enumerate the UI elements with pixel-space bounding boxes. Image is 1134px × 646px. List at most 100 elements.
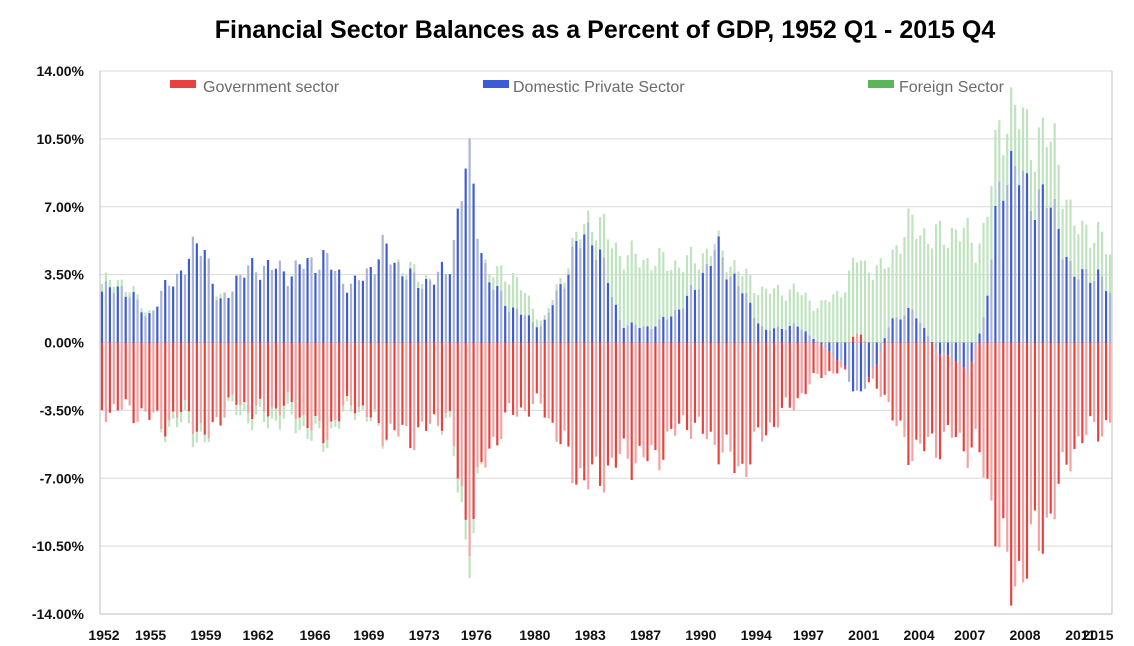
foreign-sector-bar — [1014, 105, 1017, 166]
foreign-sector-bar — [618, 256, 621, 320]
government-sector-bar — [717, 342, 720, 465]
government-sector-bar — [187, 342, 191, 412]
x-tick-label: 1966 — [299, 627, 330, 643]
foreign-sector-bar — [247, 412, 250, 424]
domestic-private-sector-bar — [682, 308, 685, 343]
domestic-private-sector-bar — [840, 342, 843, 361]
government-sector-bar — [587, 342, 590, 490]
domestic-private-sector-bar — [796, 326, 799, 343]
y-tick-label: -7.00% — [40, 470, 85, 486]
domestic-private-sector-bar — [140, 312, 143, 343]
bars-layer — [100, 87, 1112, 606]
domestic-private-sector-bar — [314, 272, 317, 343]
domestic-private-sector-bar — [405, 279, 408, 343]
government-sector-bar — [749, 342, 752, 465]
domestic-private-sector-bar — [737, 285, 740, 343]
government-sector-bar — [357, 342, 361, 408]
domestic-private-sector-bar — [203, 249, 206, 343]
domestic-private-sector-bar — [389, 264, 392, 343]
domestic-private-sector-bar — [373, 274, 376, 343]
government-sector-bar — [693, 342, 697, 423]
foreign-sector-bar — [721, 250, 724, 258]
foreign-sector-bar — [765, 288, 768, 330]
foreign-sector-bar — [314, 416, 317, 424]
government-sector-bar — [389, 342, 392, 424]
government-sector-bar — [575, 342, 578, 485]
foreign-sector-bar — [994, 129, 997, 207]
government-sector-bar — [531, 342, 534, 405]
government-sector-bar — [393, 342, 396, 431]
government-sector-bar — [330, 342, 333, 422]
government-sector-bar — [523, 342, 527, 412]
foreign-sector-bar — [1021, 107, 1025, 171]
domestic-private-sector-bar — [334, 270, 337, 343]
government-sector-bar — [381, 342, 384, 447]
government-sector-bar — [966, 373, 969, 468]
domestic-private-sector-bar — [1077, 279, 1080, 343]
government-sector-bar — [436, 342, 440, 425]
foreign-sector-bar — [259, 398, 262, 407]
foreign-sector-bar — [302, 415, 305, 426]
government-sector-bar — [974, 346, 977, 429]
government-sector-bar — [365, 342, 368, 418]
foreign-sector-bar — [496, 266, 499, 287]
government-sector-bar — [1037, 342, 1040, 551]
domestic-private-sector-bar — [1021, 170, 1025, 343]
foreign-sector-bar — [757, 295, 760, 324]
domestic-private-sector-bar — [429, 280, 432, 343]
government-sector-bar — [899, 342, 902, 421]
domestic-private-sector-bar — [776, 326, 780, 343]
foreign-sector-bar — [1029, 160, 1033, 211]
domestic-private-sector-bar — [432, 284, 436, 343]
foreign-sector-bar — [685, 255, 689, 296]
domestic-private-sector-bar — [496, 286, 499, 343]
domestic-private-sector-bar — [112, 292, 115, 343]
foreign-sector-bar — [1006, 133, 1009, 185]
y-tick-label: 14.00% — [37, 63, 85, 79]
government-sector-bar — [954, 361, 957, 438]
government-sector-bar — [1021, 342, 1025, 583]
foreign-sector-bar — [579, 239, 582, 249]
domestic-private-sector-bar — [1045, 208, 1048, 343]
foreign-sector-bar — [954, 229, 957, 343]
x-tick-label: 1959 — [190, 627, 221, 643]
foreign-sector-bar — [523, 293, 527, 316]
foreign-sector-bar — [1037, 127, 1040, 190]
foreign-sector-bar — [318, 421, 321, 429]
foreign-sector-bar — [907, 208, 910, 308]
foreign-sector-bar — [966, 217, 969, 343]
foreign-sector-bar — [927, 243, 930, 336]
government-sector-bar — [1073, 342, 1076, 450]
government-sector-bar — [219, 342, 222, 426]
foreign-sector-bar — [436, 424, 440, 427]
domestic-private-sector-bar — [255, 272, 258, 343]
domestic-private-sector-bar — [179, 270, 183, 343]
foreign-sector-bar — [737, 271, 740, 286]
foreign-sector-bar — [1053, 123, 1056, 199]
domestic-private-sector-bar — [464, 168, 467, 343]
x-tick-label: 2011 — [1065, 627, 1096, 643]
government-sector-bar — [353, 342, 357, 414]
government-sector-bar — [460, 342, 463, 487]
government-sector-bar — [674, 342, 677, 436]
domestic-private-sector-bar — [836, 342, 839, 361]
government-sector-bar — [828, 351, 831, 372]
legend-swatch-foreign-sector — [868, 80, 894, 88]
foreign-sector-bar — [753, 292, 756, 318]
foreign-sector-bar — [397, 259, 400, 262]
government-sector-bar — [986, 342, 989, 479]
foreign-sector-bar — [547, 307, 550, 313]
government-sector-bar — [583, 342, 586, 481]
government-sector-bar — [397, 342, 400, 437]
domestic-private-sector-bar — [468, 138, 471, 343]
foreign-sector-bar — [935, 224, 938, 343]
government-sector-bar — [630, 342, 633, 480]
y-tick-label: -14.00% — [32, 606, 85, 622]
government-sector-bar — [492, 342, 495, 438]
domestic-private-sector-bar — [986, 295, 989, 343]
foreign-sector-bar — [385, 439, 388, 442]
government-sector-bar — [650, 342, 653, 445]
domestic-private-sector-bar — [658, 319, 661, 343]
domestic-private-sector-bar — [508, 311, 511, 343]
x-tick-label: 1994 — [741, 627, 772, 643]
